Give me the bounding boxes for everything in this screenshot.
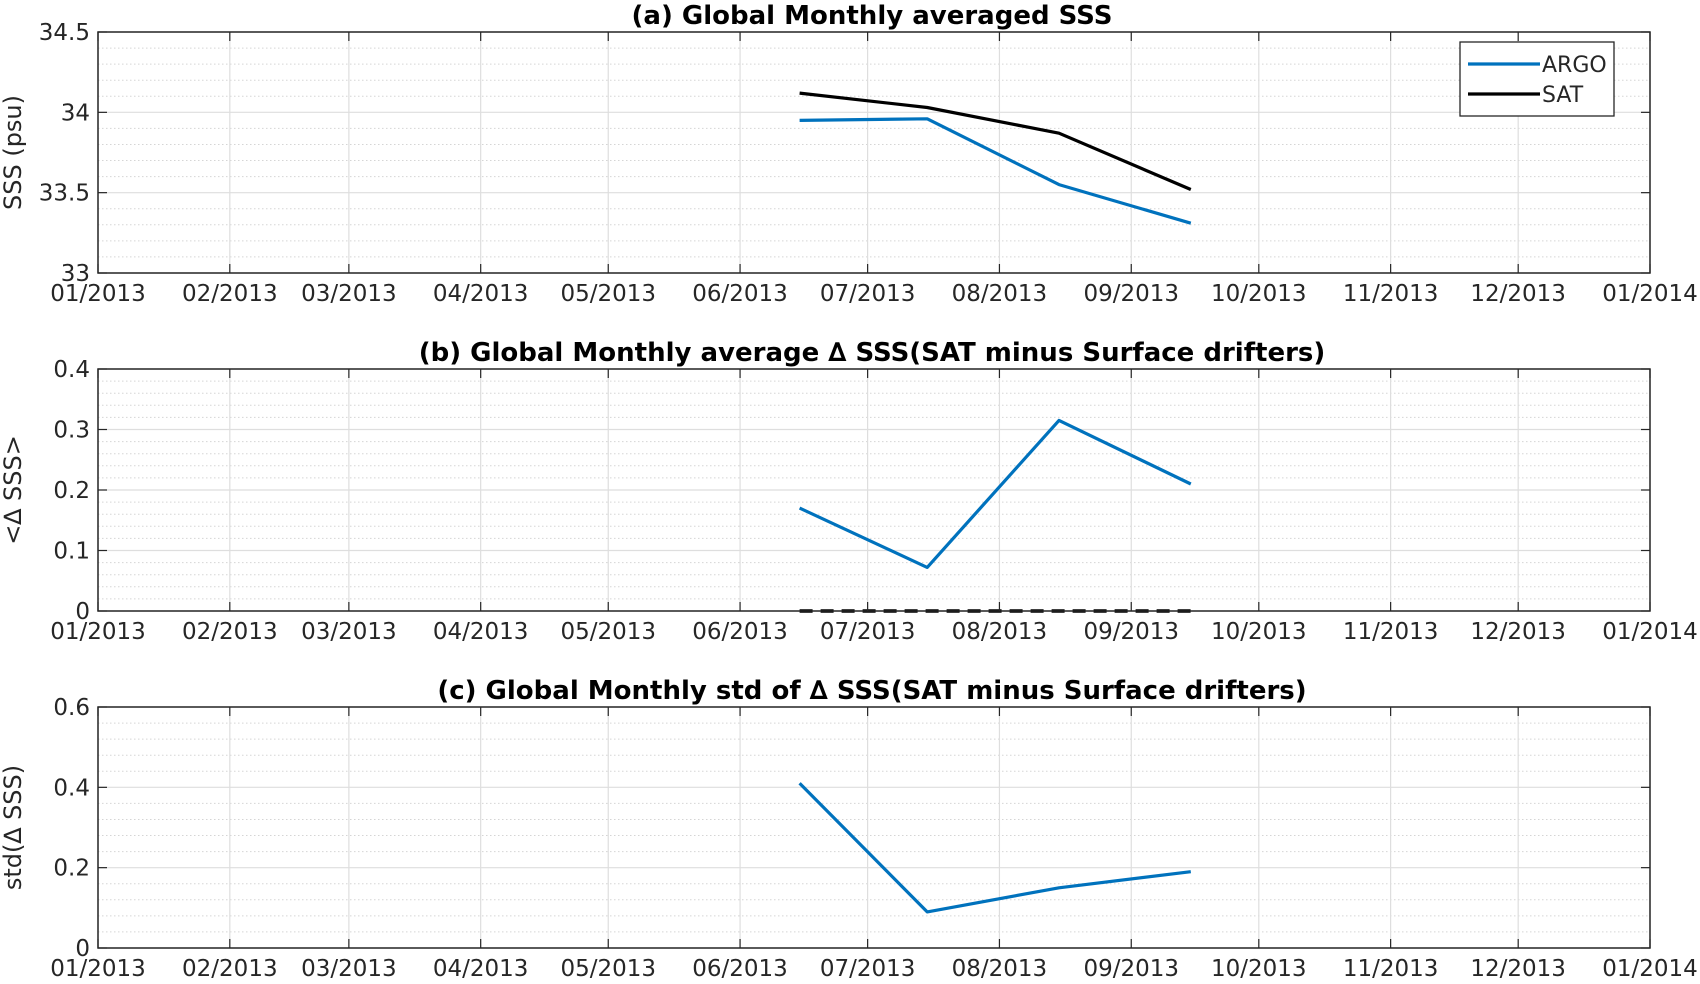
y-tick-label: 0.6 [53, 695, 90, 721]
x-tick-label: 12/2013 [1470, 956, 1566, 982]
x-tick-label: 02/2013 [182, 281, 278, 307]
series-line-delta-sss [798, 418, 1192, 570]
y-tick-label: 0.4 [53, 357, 90, 383]
x-tick-label: 06/2013 [692, 956, 788, 982]
y-tick-label: 34 [61, 100, 90, 126]
x-tick-label: 01/2014 [1602, 281, 1698, 307]
x-tick-label: 12/2013 [1470, 281, 1566, 307]
chart-panel-1: 01/2013 02/2013 03/2013 04/2013 05/2013 06/20… [0, 1, 1698, 307]
x-tick-label: 07/2013 [820, 956, 916, 982]
x-tick-label: 08/2013 [952, 281, 1048, 307]
y-axis-label: SSS (psu) [0, 95, 27, 210]
x-tick-label: 12/2013 [1470, 619, 1566, 645]
y-tick-label: 0.1 [53, 539, 90, 565]
legend-label-sat: SAT [1542, 83, 1584, 108]
x-tick-label: 03/2013 [301, 281, 397, 307]
y-tick-label: 0.2 [53, 856, 90, 882]
x-tick-label: 01/2013 [50, 956, 146, 982]
x-tick-label: 05/2013 [560, 619, 656, 645]
y-tick-label: 0.3 [53, 418, 90, 444]
series-line-sat [799, 91, 1192, 191]
x-tick-label: 01/2014 [1602, 956, 1698, 982]
x-tick-label: 11/2013 [1343, 619, 1439, 645]
axes-box [97, 31, 1651, 274]
x-tick-label: 01/2014 [1602, 619, 1698, 645]
x-tick-label: 09/2013 [1083, 619, 1179, 645]
x-tick-label: 03/2013 [301, 956, 397, 982]
x-tick-label: 10/2013 [1211, 956, 1307, 982]
legend-label-argo: ARGO [1542, 53, 1607, 78]
series-line-delta-sss [798, 782, 1191, 914]
y-tick-label: 33.5 [39, 181, 90, 207]
y-axis-label: <∆ SSS> [0, 435, 27, 545]
y-axis-label: std(∆ SSS) [0, 765, 27, 890]
x-tick-label: 02/2013 [182, 956, 278, 982]
x-tick-label: 02/2013 [182, 619, 278, 645]
chart-title: (a) Global Monthly averaged SSS [632, 1, 1113, 31]
y-tick-label: 0 [75, 599, 90, 625]
x-tick-label: 04/2013 [433, 956, 529, 982]
chart-title: (b) Global Monthly average ∆ SSS(SAT min… [419, 338, 1326, 368]
plot-area [98, 707, 1650, 948]
x-tick-label: 03/2013 [301, 619, 397, 645]
x-tick-label: 05/2013 [560, 956, 656, 982]
x-tick-label: 08/2013 [952, 619, 1048, 645]
x-tick-label: 09/2013 [1083, 956, 1179, 982]
y-tick-label: 0.4 [53, 775, 90, 801]
x-tick-label: 08/2013 [952, 956, 1048, 982]
y-tick-label: 0 [75, 936, 90, 962]
x-tick-label: 06/2013 [692, 281, 788, 307]
chart-title: (c) Global Monthly std of ∆ SSS(SAT minu… [437, 676, 1306, 706]
plot-area [98, 32, 1650, 273]
x-tick-label: 05/2013 [560, 281, 656, 307]
x-tick-label: 10/2013 [1211, 619, 1307, 645]
legend-box [1459, 41, 1615, 117]
x-tick-label: 04/2013 [433, 619, 529, 645]
chart-panel-2: 01/2013 02/2013 03/2013 04/2013 05/2013 06/20… [0, 338, 1698, 645]
y-tick-label: 33 [61, 261, 90, 287]
axes-box [97, 706, 1651, 949]
x-tick-label: 11/2013 [1343, 281, 1439, 307]
y-tick-label: 34.5 [39, 20, 90, 46]
x-tick-label: 01/2013 [50, 281, 146, 307]
x-tick-label: 06/2013 [692, 619, 788, 645]
x-tick-label: 04/2013 [433, 281, 529, 307]
y-tick-label: 0.2 [53, 478, 90, 504]
x-tick-label: 07/2013 [820, 619, 916, 645]
x-tick-label: 07/2013 [820, 281, 916, 307]
x-tick-label: 01/2013 [50, 619, 146, 645]
x-tick-label: 10/2013 [1211, 281, 1307, 307]
x-tick-label: 11/2013 [1343, 956, 1439, 982]
legend: ARGO SAT [1459, 41, 1615, 117]
chart-panel-3: 01/2013 02/2013 03/2013 04/2013 05/2013 06/20… [0, 676, 1698, 982]
series-line-argo [799, 117, 1192, 225]
x-tick-label: 09/2013 [1083, 281, 1179, 307]
